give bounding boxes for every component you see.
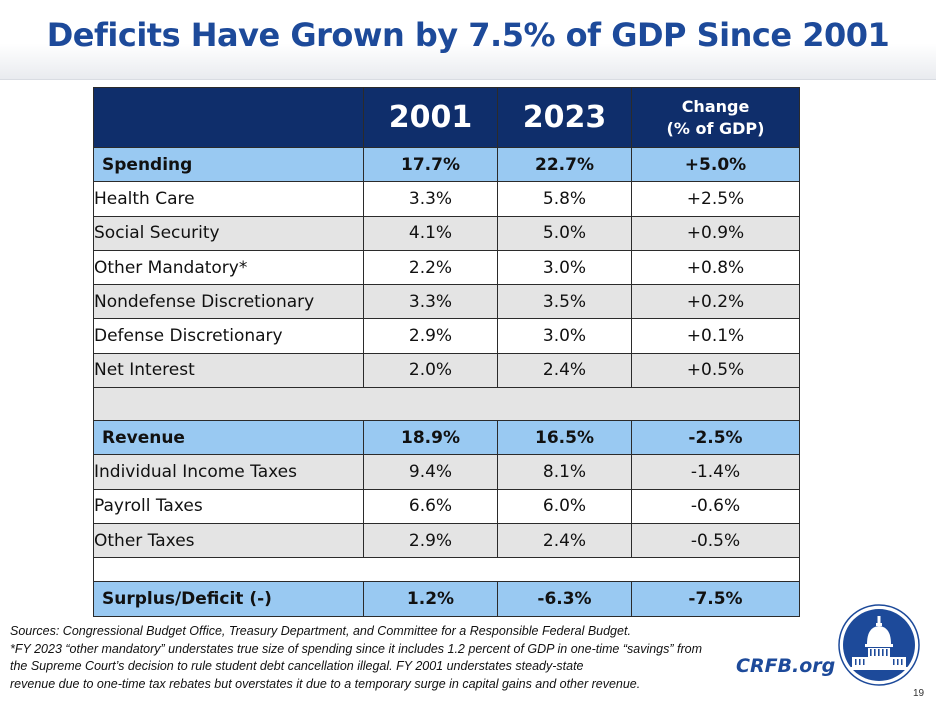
table-row: Other Taxes 2.9% 2.4% -0.5% xyxy=(93,522,800,559)
value-change: +0.5% xyxy=(631,352,800,389)
header-blank xyxy=(93,87,364,148)
value-change: +0.9% xyxy=(631,215,800,251)
table-row: Defense Discretionary 2.9% 3.0% +0.1% xyxy=(93,318,800,354)
footnote-sources: Sources: Congressional Budget Office, Tr… xyxy=(10,624,631,638)
value-2001: 3.3% xyxy=(363,181,498,217)
value-2023: 22.7% xyxy=(497,146,632,183)
value-2001: 1.2% xyxy=(363,581,498,617)
value-change: +0.8% xyxy=(631,249,800,286)
value-change: +0.1% xyxy=(631,318,800,354)
brand-link[interactable]: CRFB.org xyxy=(736,655,836,677)
value-2023: 2.4% xyxy=(497,352,632,389)
footnote-line: revenue due to one-time tax rebates but … xyxy=(10,676,641,691)
value-change: +2.5% xyxy=(631,181,800,217)
row-label: Social Security xyxy=(93,215,364,251)
row-label: Net Interest xyxy=(93,352,364,389)
spacer-cell xyxy=(93,557,800,583)
value-2001: 17.7% xyxy=(363,146,498,183)
value-2023: 2.4% xyxy=(497,522,632,559)
page-title: Deficits Have Grown by 7.5% of GDP Since… xyxy=(46,16,890,54)
row-label: Defense Discretionary xyxy=(93,318,364,354)
footnote-line: *FY 2023 “other mandatory” understates t… xyxy=(10,641,703,656)
value-change: -7.5% xyxy=(631,581,800,617)
row-label: Other Taxes xyxy=(93,522,364,559)
row-label: Other Mandatory* xyxy=(93,249,364,286)
value-change: +0.2% xyxy=(631,284,800,320)
value-2023: 8.1% xyxy=(497,454,632,490)
value-change: +5.0% xyxy=(631,146,800,183)
value-2001: 9.4% xyxy=(363,454,498,490)
value-2001: 3.3% xyxy=(363,284,498,320)
value-2001: 2.9% xyxy=(363,318,498,354)
value-2023: -6.3% xyxy=(497,581,632,617)
value-2023: 5.8% xyxy=(497,181,632,217)
header-change-line2: (% of GDP) xyxy=(666,118,765,138)
page-number: 19 xyxy=(913,688,925,699)
header-2001: 2001 xyxy=(363,87,498,148)
value-2023: 16.5% xyxy=(497,420,632,456)
title-band xyxy=(0,0,936,80)
value-2023: 3.5% xyxy=(497,284,632,320)
footnotes: Sources: Congressional Budget Office, Tr… xyxy=(10,623,840,693)
value-change: -1.4% xyxy=(631,454,800,490)
row-label: Surplus/Deficit (-) xyxy=(93,581,364,617)
table-row-spending: Spending 17.7% 22.7% +5.0% xyxy=(93,146,800,183)
table-header-row: 2001 2023 Change (% of GDP) xyxy=(93,87,800,148)
value-2001: 2.0% xyxy=(363,352,498,389)
header-change-line1: Change xyxy=(681,96,750,116)
value-2023: 3.0% xyxy=(497,249,632,286)
value-2001: 2.2% xyxy=(363,249,498,286)
value-2001: 6.6% xyxy=(363,488,498,524)
value-2023: 6.0% xyxy=(497,488,632,524)
capitol-seal-logo xyxy=(838,604,920,686)
value-2023: 5.0% xyxy=(497,215,632,251)
value-change: -0.5% xyxy=(631,522,800,559)
row-label: Health Care xyxy=(93,181,364,217)
spacer-cell xyxy=(93,387,800,422)
table-row: Social Security 4.1% 5.0% +0.9% xyxy=(93,215,800,251)
value-2001: 18.9% xyxy=(363,420,498,456)
footnote-line: the Supreme Court’s decision to rule stu… xyxy=(10,659,584,673)
header-change: Change (% of GDP) xyxy=(631,87,800,148)
table-row: Individual Income Taxes 9.4% 8.1% -1.4% xyxy=(93,454,800,490)
value-change: -0.6% xyxy=(631,488,800,524)
row-label: Nondefense Discretionary xyxy=(93,284,364,320)
value-2001: 2.9% xyxy=(363,522,498,559)
header-2023: 2023 xyxy=(497,87,632,148)
budget-table: 2001 2023 Change (% of GDP) Spending 17.… xyxy=(93,87,800,617)
spacer-row xyxy=(93,387,800,422)
table-row-revenue: Revenue 18.9% 16.5% -2.5% xyxy=(93,420,800,456)
table-row-surplus-deficit: Surplus/Deficit (-) 1.2% -6.3% -7.5% xyxy=(93,581,800,617)
value-2001: 4.1% xyxy=(363,215,498,251)
table-row: Nondefense Discretionary 3.3% 3.5% +0.2% xyxy=(93,284,800,320)
row-label: Individual Income Taxes xyxy=(93,454,364,490)
row-label: Payroll Taxes xyxy=(93,488,364,524)
value-2023: 3.0% xyxy=(497,318,632,354)
spacer-row xyxy=(93,557,800,583)
value-change: -2.5% xyxy=(631,420,800,456)
row-label: Spending xyxy=(93,146,364,183)
table-row: Net Interest 2.0% 2.4% +0.5% xyxy=(93,352,800,389)
table-row: Payroll Taxes 6.6% 6.0% -0.6% xyxy=(93,488,800,524)
table-row: Health Care 3.3% 5.8% +2.5% xyxy=(93,181,800,217)
table-row: Other Mandatory* 2.2% 3.0% +0.8% xyxy=(93,249,800,286)
row-label: Revenue xyxy=(93,420,364,456)
